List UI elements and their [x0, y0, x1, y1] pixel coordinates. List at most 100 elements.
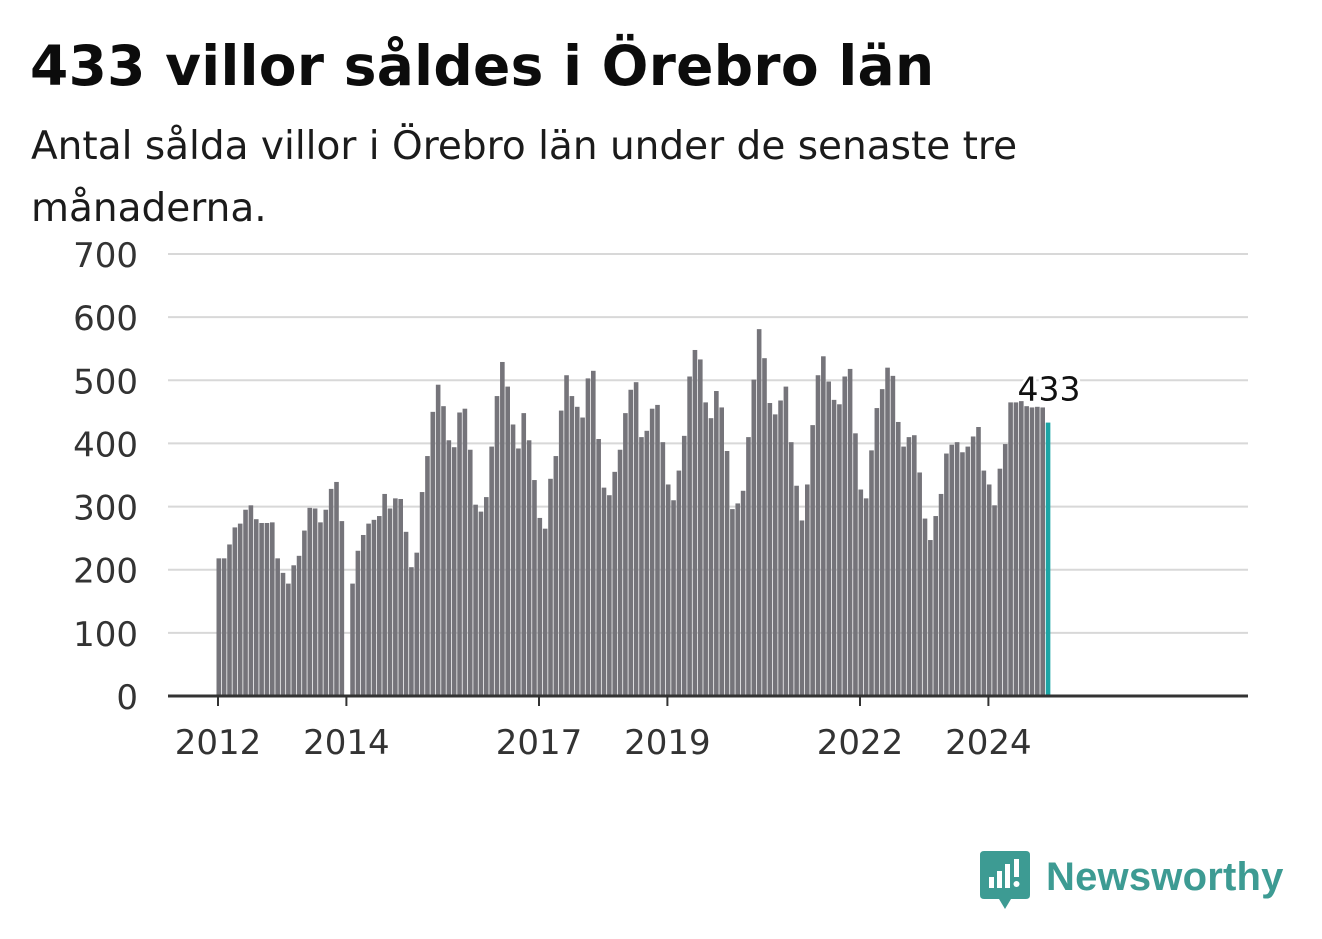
- bar: [692, 349, 698, 696]
- bar: [596, 439, 601, 696]
- bar: [938, 493, 944, 696]
- bar: [494, 396, 500, 696]
- chart-subtitle: Antal sålda villor i Örebro län under de…: [31, 124, 1018, 231]
- bar: [986, 484, 992, 696]
- bar: [500, 361, 505, 696]
- bar: [398, 498, 403, 696]
- x-tick-label: 2019: [624, 723, 711, 763]
- latest-value-label: 433: [1018, 370, 1081, 409]
- bar: [328, 488, 334, 696]
- bar: [510, 424, 516, 696]
- y-tick-label: 400: [73, 425, 138, 465]
- bar: [489, 446, 494, 696]
- bar: [831, 399, 837, 696]
- bar: [350, 583, 355, 696]
- bar: [307, 507, 313, 696]
- bar: [377, 516, 382, 696]
- bar: [542, 528, 548, 696]
- bar: [767, 403, 773, 696]
- bar: [805, 484, 810, 696]
- bar: [312, 508, 318, 696]
- bar: [387, 508, 393, 696]
- bar: [954, 442, 960, 696]
- bar: [558, 410, 564, 696]
- bar: [403, 531, 409, 696]
- bar: [751, 379, 757, 696]
- bar: [473, 504, 478, 696]
- x-tick-label: 2014: [303, 723, 390, 763]
- y-tick-label: 700: [73, 236, 138, 276]
- bar: [537, 517, 543, 696]
- bar: [462, 408, 468, 696]
- bar: [783, 386, 789, 696]
- bar: [237, 523, 243, 696]
- bar: [451, 447, 457, 696]
- bar: [323, 509, 329, 696]
- bar: [1040, 407, 1045, 696]
- bar: [665, 484, 671, 696]
- bar: [232, 527, 238, 696]
- bar: [837, 404, 842, 696]
- bar: [874, 408, 880, 696]
- bar: [371, 519, 377, 696]
- bar: [639, 437, 644, 696]
- bar: [853, 433, 858, 696]
- bar: [253, 519, 259, 696]
- bar: [419, 492, 425, 696]
- bar: [623, 413, 628, 696]
- bar: [922, 518, 928, 696]
- bar: [243, 509, 248, 696]
- bar: [842, 376, 848, 696]
- bar: [591, 370, 596, 696]
- bar: [740, 490, 746, 696]
- bar: [821, 356, 826, 696]
- bar: [580, 417, 585, 696]
- bar: [788, 442, 794, 696]
- bar: [1019, 401, 1024, 696]
- bar: [687, 376, 692, 696]
- bar: [895, 421, 901, 696]
- bar: [366, 523, 371, 696]
- bar: [1013, 402, 1019, 696]
- bar: [698, 359, 703, 696]
- bar: [671, 500, 676, 696]
- bar: [296, 555, 302, 696]
- bar: [1002, 444, 1008, 696]
- bar: [890, 375, 896, 696]
- bar: [772, 414, 778, 696]
- bar: [526, 440, 532, 696]
- bar: [933, 516, 938, 696]
- bar: [730, 509, 735, 696]
- bar: [564, 375, 569, 696]
- bar: [280, 572, 286, 696]
- bar: [339, 521, 345, 696]
- bar: [970, 436, 976, 696]
- bar: [960, 452, 965, 696]
- y-tick-label: 300: [73, 489, 138, 529]
- bar: [446, 440, 452, 696]
- bar: [585, 378, 591, 696]
- bar: [360, 534, 366, 696]
- bar: [553, 456, 559, 696]
- bar: [794, 485, 799, 696]
- bar: [869, 450, 874, 696]
- bar: [548, 478, 553, 696]
- brand-name: Newsworthy: [1046, 854, 1284, 899]
- x-tick-label: 2017: [496, 723, 583, 763]
- bar: [291, 565, 296, 696]
- bar: [516, 448, 521, 696]
- bar: [912, 435, 917, 696]
- bar: [799, 520, 805, 696]
- brand-logo[interactable]: Newsworthy: [980, 850, 1284, 910]
- bar: [992, 505, 997, 696]
- bar: [826, 381, 831, 696]
- bar: [1029, 407, 1035, 696]
- bar: [478, 511, 484, 696]
- bar: [928, 540, 933, 696]
- bar: [484, 497, 489, 696]
- bar: [430, 411, 436, 696]
- bar: [574, 406, 580, 696]
- bar: [275, 558, 280, 696]
- bar: [607, 495, 612, 696]
- y-tick-label: 200: [73, 552, 138, 592]
